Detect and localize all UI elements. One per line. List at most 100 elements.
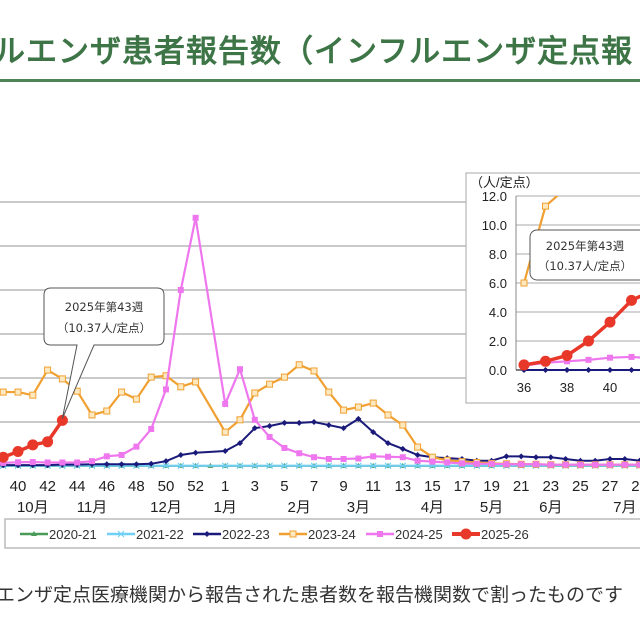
- data-point: [577, 461, 584, 468]
- data-point: [27, 439, 39, 451]
- data-point: [473, 460, 480, 467]
- legend-item-2023-24: 2023-24: [279, 527, 356, 542]
- data-point: [296, 450, 303, 457]
- data-point: [607, 455, 613, 462]
- data-point: [607, 354, 613, 361]
- data-point: [251, 416, 258, 423]
- data-point: [340, 425, 347, 432]
- data-point: [503, 453, 510, 460]
- x-tick-label: 17: [454, 478, 471, 495]
- data-point: [266, 462, 273, 470]
- month-label: 5月: [480, 499, 503, 516]
- data-point: [518, 359, 530, 371]
- inset-y-tick: 0.0: [489, 363, 507, 378]
- data-point: [370, 429, 377, 436]
- data-point: [520, 279, 528, 287]
- legend-label: 2025-26: [481, 527, 529, 542]
- inset-frame: [465, 172, 640, 404]
- data-point: [355, 415, 362, 422]
- data-point: [604, 316, 616, 328]
- inset-y-tick: 8.0: [489, 247, 507, 262]
- x-tick-label: 52: [187, 478, 204, 495]
- legend: 2020-21 2021-22 2022-23 2023-24 2024-25 2025-…: [4, 518, 640, 549]
- data-point: [236, 462, 244, 470]
- data-point: [221, 462, 229, 470]
- x-tick-label: 46: [98, 478, 115, 495]
- data-point: [177, 452, 184, 458]
- month-label: 1月: [214, 499, 237, 516]
- inset-y-tick: 12.0: [482, 189, 507, 204]
- month-label: 11月: [77, 499, 108, 516]
- month-label: 10月: [17, 499, 49, 516]
- data-point: [133, 461, 140, 468]
- data-point: [281, 444, 288, 451]
- annotation-callout: 2025年第43週 （10.37人/定点）: [43, 287, 165, 419]
- data-point: [118, 452, 125, 458]
- data-point: [29, 459, 36, 466]
- data-point: [533, 461, 539, 468]
- legend-marker: [31, 531, 37, 536]
- data-point: [280, 373, 288, 381]
- data-point: [251, 425, 258, 432]
- data-point: [628, 353, 635, 360]
- data-point: [399, 462, 407, 470]
- data-point: [177, 383, 185, 391]
- data-point: [354, 403, 362, 411]
- data-point: [133, 443, 140, 450]
- data-point: [414, 443, 422, 451]
- month-label: 4月: [421, 499, 444, 516]
- data-point: [585, 356, 592, 363]
- data-point: [369, 462, 377, 470]
- data-point: [103, 453, 110, 460]
- data-point: [237, 440, 243, 447]
- data-point: [564, 358, 570, 365]
- data-point: [355, 455, 362, 462]
- data-point: [295, 462, 303, 470]
- data-point: [148, 426, 155, 433]
- data-point: [621, 455, 628, 462]
- inset-chart: （人/定点） 0.0 2.0 4.0 6.0 8.0 10.0 12.0 36 38 40 2025年…: [465, 172, 640, 404]
- legend-marker: [289, 530, 297, 538]
- data-point: [58, 375, 66, 383]
- x-tick-label: 29: [631, 478, 640, 495]
- legend-marker: [204, 531, 210, 537]
- series-2022-23: [521, 367, 640, 373]
- x-tick-label: 13: [394, 478, 411, 495]
- data-point: [325, 388, 333, 396]
- inset-callout-line2: （10.37人/定点）: [538, 259, 632, 273]
- inset-y-tick: 2.0: [489, 334, 507, 349]
- data-point: [29, 391, 37, 399]
- data-point: [399, 421, 407, 429]
- month-label: 3月: [347, 499, 370, 516]
- legend-label: 2022-23: [222, 527, 270, 542]
- data-point: [118, 388, 126, 396]
- data-point: [192, 378, 200, 386]
- x-tick-label: 27: [602, 478, 619, 495]
- data-point: [221, 428, 229, 436]
- x-tick-label: 19: [483, 478, 500, 495]
- legend-item-2025-26: 2025-26: [452, 527, 529, 542]
- legend-marker: [117, 530, 125, 538]
- data-point: [56, 414, 68, 426]
- data-point: [636, 461, 640, 468]
- legend-item-2020-21: 2020-21: [20, 527, 97, 542]
- data-point: [281, 419, 288, 426]
- data-point: [385, 453, 391, 460]
- data-point: [103, 407, 111, 415]
- inset-y-tick: 10.0: [482, 218, 507, 233]
- data-point: [88, 411, 96, 419]
- data-point: [384, 462, 392, 470]
- data-point: [118, 461, 125, 468]
- data-point: [533, 454, 539, 461]
- legend-marker: [460, 528, 472, 540]
- x-tick-label: 9: [339, 478, 347, 495]
- inset-callout-line1: 2025年第43週: [546, 239, 625, 253]
- data-point: [44, 366, 52, 374]
- x-tick-label: 21: [513, 478, 530, 495]
- data-point: [266, 380, 274, 388]
- data-point: [148, 460, 155, 467]
- data-point: [162, 462, 170, 470]
- data-point: [12, 445, 24, 457]
- data-point: [340, 455, 347, 462]
